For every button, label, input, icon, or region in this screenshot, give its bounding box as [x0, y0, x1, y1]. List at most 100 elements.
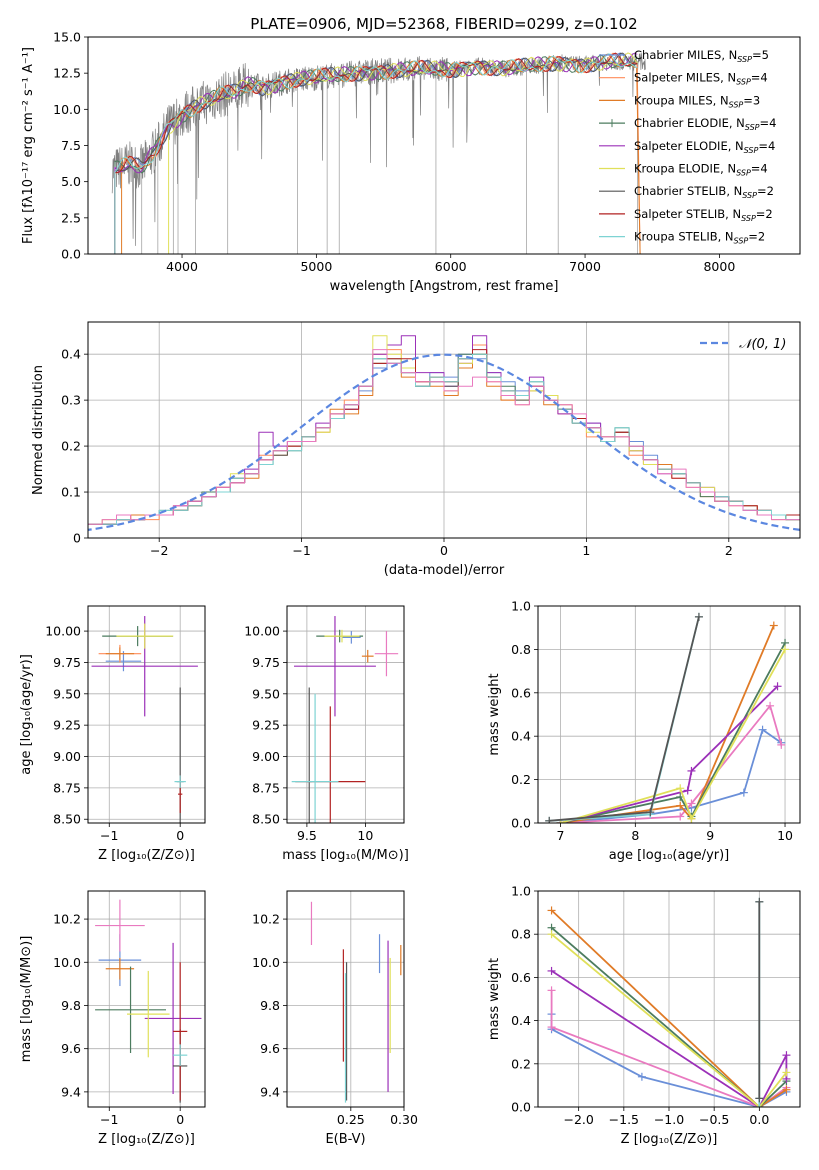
- model-line: [114, 52, 638, 254]
- y-axis-label: mass weight: [487, 673, 502, 755]
- plot-area-EBV-mass: [310, 901, 402, 1103]
- model-line: [114, 54, 638, 254]
- y-tick-label: 0.3: [61, 393, 81, 408]
- x-tick-label: 1: [582, 543, 590, 558]
- legend-subscript: SSP: [729, 100, 744, 109]
- legend-label: Chabrier MILES, NSSP=5: [634, 48, 769, 64]
- y-tick-label: 10.0: [53, 955, 81, 970]
- spectrum-legend: Chabrier MILES, NSSP=5 Salpeter MILES, NS…: [599, 48, 776, 246]
- axes-frame: [87, 321, 801, 539]
- y-axis-label: Flux [fλ10⁻¹⁷ erg cm⁻² s⁻¹ A⁻¹]: [21, 47, 36, 244]
- x-tick-label: −1: [100, 828, 118, 843]
- y-tick-label: 10.0: [252, 955, 280, 970]
- plot-area-residual_histogram: [88, 335, 800, 532]
- legend-subscript: SSP: [745, 123, 760, 132]
- axes-frame: [87, 605, 206, 824]
- y-tick-label: 7.5: [61, 138, 81, 153]
- x-tick-label: −1: [292, 543, 310, 558]
- axes-frame: [286, 605, 405, 824]
- legend-suffix: =5: [752, 48, 769, 62]
- y-tick-label: 0.0: [61, 247, 81, 262]
- y-tick-label: 9.75: [53, 655, 81, 670]
- x-tick-label: −0.5: [699, 1112, 729, 1127]
- axes-mass-age: 9.5 10 8.50 8.75 9.00 9.25 9.50 9.75 10.00 mass […: [244, 605, 409, 863]
- legend-label: Kroupa MILES, NSSP=3: [634, 93, 760, 109]
- y-axis-label: Normed distribution: [31, 365, 46, 495]
- x-tick-label: 5000: [300, 259, 332, 274]
- axes-frame: [87, 890, 206, 1108]
- x-tick-label: −1.5: [609, 1112, 639, 1127]
- x-axis-label: age [log₁₀(age/yr)]: [609, 848, 730, 863]
- y-tick-label: 0.8: [511, 927, 531, 942]
- legend-label: Kroupa ELODIE, NSSP=4: [634, 162, 768, 178]
- legend-subscript: SSP: [734, 237, 749, 246]
- x-tick-label: 4000: [166, 259, 198, 274]
- y-tick-label: 10.2: [53, 912, 81, 927]
- y-tick-label: 0.2: [511, 1056, 531, 1071]
- x-tick-label: −2.0: [563, 1112, 593, 1127]
- y-tick-label: 8.50: [252, 812, 280, 827]
- plot-area-Z-age: [91, 616, 198, 823]
- x-axis-label: Z [log₁₀(Z/Z⊙)]: [621, 1132, 718, 1147]
- model-line: [121, 53, 641, 254]
- weight-series-line: [560, 685, 779, 823]
- axes-Z-age: −1 0 8.50 8.75 9.00 9.25 9.50 9.75 10.00 Z [log₁₀…: [19, 605, 206, 863]
- x-tick-label: 0.0: [749, 1112, 769, 1127]
- y-tick-label: 9.75: [252, 655, 280, 670]
- y-tick-label: 9.00: [53, 749, 81, 764]
- plot-area-spectrum: [111, 52, 646, 254]
- weight-series-line: [560, 642, 786, 823]
- y-tick-label: 10.2: [252, 912, 280, 927]
- axes-Z-mass: −1 0 9.4 9.6 9.8 10.0 10.2 Z [log₁₀(Z/Z⊙)] mass …: [19, 890, 206, 1147]
- y-tick-label: 0.1: [61, 485, 81, 500]
- x-tick-label: −2: [150, 543, 168, 558]
- y-tick-label: 10.00: [45, 624, 81, 639]
- legend-label: 𝒩(0, 1): [739, 337, 786, 352]
- x-tick-label: 0: [176, 1112, 184, 1127]
- y-tick-label: 9.25: [53, 718, 81, 733]
- y-tick-label: 9.00: [252, 749, 280, 764]
- axes-frame: [537, 605, 801, 824]
- legend-subscript: SSP: [736, 169, 751, 178]
- axes-EBV-mass: 0.25 0.30 9.4 9.6 9.8 10.0 10.2 E(B-V): [252, 890, 418, 1147]
- y-tick-label: 2.5: [61, 210, 81, 225]
- axes-age-weight: 7 8 9 10 0.0 0.2 0.4 0.6 0.8 1.0 age [log₁₀(age/yr…: [487, 599, 801, 863]
- model-line: [114, 52, 638, 254]
- normal-pdf-line: [88, 353, 800, 532]
- x-axis-label: Z [log₁₀(Z/Z⊙)]: [98, 848, 195, 863]
- y-tick-label: 0.0: [511, 816, 531, 831]
- y-tick-label: 10.00: [244, 624, 280, 639]
- panels-group: 4000 5000 6000 7000 80000.02.55.07.510.012.5…: [19, 30, 801, 1147]
- legend-label: Chabrier ELODIE, NSSP=4: [634, 116, 776, 132]
- x-axis-label: wavelength [Angstrom, rest frame]: [330, 279, 559, 294]
- x-tick-label: 7: [556, 828, 564, 843]
- y-tick-label: 10.0: [53, 102, 81, 117]
- x-tick-label: 9: [706, 828, 714, 843]
- legend-suffix: =4: [751, 71, 768, 85]
- model-line: [168, 52, 639, 254]
- x-tick-label: 10: [357, 828, 373, 843]
- y-tick-label: 9.8: [260, 998, 280, 1013]
- x-tick-label: 8: [631, 828, 639, 843]
- x-tick-label: 2: [725, 543, 733, 558]
- x-tick-label: 7000: [569, 259, 601, 274]
- axes-spectrum: 4000 5000 6000 7000 8000 0.0 2.5 5.0 7.5 10.0 12.5…: [21, 30, 801, 294]
- legend-suffix: =2: [756, 207, 773, 221]
- legend-label: Salpeter MILES, NSSP=4: [634, 71, 768, 87]
- x-tick-label: 9.5: [297, 828, 317, 843]
- histogram-legend: 𝒩(0, 1): [700, 337, 786, 352]
- legend-suffix: =4: [758, 139, 775, 153]
- plot-area-Z-weight: [547, 897, 791, 1107]
- y-tick-label: 0.0: [511, 1100, 531, 1115]
- x-tick-label: 0: [440, 543, 448, 558]
- y-tick-label: 9.4: [61, 1084, 81, 1099]
- x-tick-label: 6000: [435, 259, 467, 274]
- y-tick-label: 1.0: [511, 599, 531, 614]
- y-tick-label: 0.2: [61, 439, 81, 454]
- plot-area-Z-mass: [95, 899, 202, 1103]
- legend-subscript: SSP: [741, 214, 756, 223]
- weight-series-line: [551, 933, 788, 1107]
- x-axis-label: Z [log₁₀(Z/Z⊙)]: [98, 1132, 195, 1147]
- legend-subscript: SSP: [737, 55, 752, 64]
